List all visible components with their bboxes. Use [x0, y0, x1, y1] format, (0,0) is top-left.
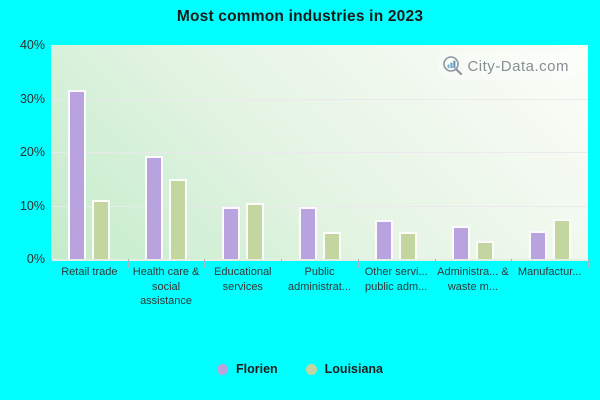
x-axis-tickmark [51, 259, 52, 268]
bar-louisiana-0 [92, 200, 111, 259]
bar-louisiana-2 [245, 203, 264, 259]
bar-florien-3 [298, 206, 317, 259]
y-axis-tick-label: 30% [19, 91, 45, 106]
gridline [51, 98, 588, 100]
y-axis-tick-label: 20% [19, 145, 45, 159]
watermark-text: City-Data.com [467, 57, 569, 75]
y-axis-tick-label: 40% [19, 38, 45, 52]
legend-label: Louisiana [324, 362, 383, 376]
watermark: City-Data.com [437, 52, 579, 80]
legend-swatch-icon [216, 363, 228, 375]
x-axis-category-label: Health care & social assistance [132, 266, 200, 308]
x-axis-category-label: Retail trade [61, 266, 118, 278]
legend: Florien Louisiana [0, 362, 600, 376]
bar-florien-0 [68, 90, 87, 259]
magnifier-bars-icon [443, 56, 463, 76]
x-axis-category-label: Public administrat... [288, 266, 351, 293]
x-axis-category-label: Educational services [214, 266, 272, 293]
bar-florien-1 [145, 156, 164, 259]
legend-swatch-icon [305, 363, 317, 375]
x-axis-tickmark [204, 259, 206, 268]
legend-item-florien: Florien [216, 362, 278, 376]
x-axis-category-label: Manufactur... [517, 266, 582, 278]
bar-florien-2 [221, 207, 240, 259]
x-axis-tickmark [357, 259, 359, 268]
y-axis-tick-label: 0% [26, 252, 45, 266]
plot-area: City-Data.com [51, 45, 588, 261]
x-axis-category-label: Administra... & waste m... [437, 266, 509, 293]
bar-florien-5 [451, 226, 470, 259]
x-axis-tickmark [434, 259, 436, 268]
legend-item-louisiana: Louisiana [305, 362, 383, 376]
y-axis-tick-label: 10% [19, 198, 45, 213]
gridline [51, 152, 588, 153]
bar-louisiana-5 [475, 240, 494, 259]
bar-louisiana-1 [169, 178, 188, 259]
x-axis-tickmark [127, 259, 129, 268]
x-axis-tickmark [281, 259, 283, 268]
bar-florien-6 [528, 230, 547, 259]
bar-louisiana-6 [552, 218, 571, 259]
x-axis-tickmark [588, 259, 589, 268]
bar-florien-4 [375, 220, 394, 259]
chart-title: Most common industries in 2023 [176, 8, 424, 25]
x-axis-category-label: Other servi... public adm... [364, 266, 428, 293]
legend-label: Florien [235, 362, 278, 376]
gridline [51, 205, 588, 207]
bar-louisiana-4 [399, 231, 418, 259]
x-axis-tickmark [511, 259, 513, 268]
bar-louisiana-3 [322, 232, 341, 259]
